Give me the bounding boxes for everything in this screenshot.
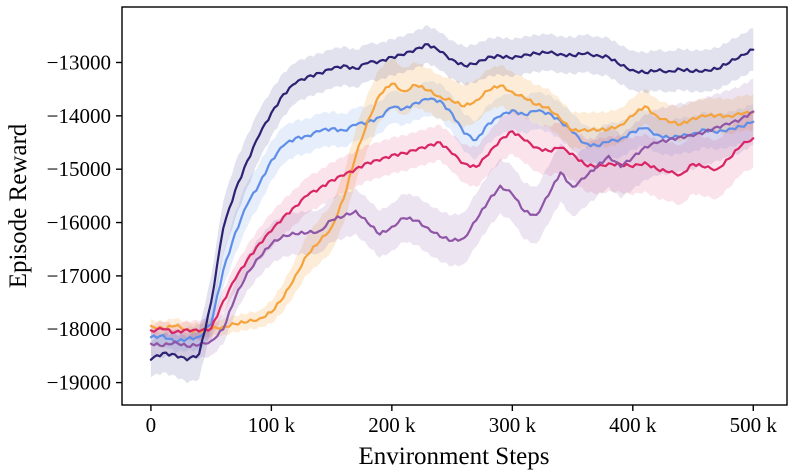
x-tick-label: 300 k: [489, 413, 537, 437]
confidence-band-purple: [150, 78, 754, 361]
y-tick-label: −13000: [47, 50, 111, 74]
y-axis-label: Episode Reward: [5, 123, 32, 288]
confidence-band-crimson: [150, 108, 754, 342]
y-tick-label: −14000: [47, 104, 111, 128]
confidence-bands-layer: [150, 25, 754, 384]
y-tick-label: −19000: [47, 371, 111, 395]
series-lines-layer: [149, 43, 755, 362]
x-tick-label: 400 k: [609, 413, 657, 437]
plot-border: [121, 6, 788, 406]
series-line-blue: [149, 97, 755, 344]
y-tick-label: −18000: [47, 317, 111, 341]
x-tick-label: 200 k: [368, 413, 416, 437]
y-tick-label: −17000: [47, 264, 111, 288]
confidence-band-indigo: [150, 25, 754, 384]
series-line-crimson: [149, 130, 755, 335]
x-tick-label: 500 k: [730, 413, 778, 437]
x-tick-label: 0: [146, 413, 157, 437]
confidence-band-blue: [150, 81, 754, 353]
y-tick-label: −16000: [47, 211, 111, 235]
x-axis-label: Environment Steps: [359, 443, 550, 470]
series-line-purple: [149, 110, 755, 349]
axes-layer: 0 100 k 200 k 300 k 400 k 500 k −13000 −14000 −1…: [47, 6, 788, 437]
series-line-indigo: [149, 43, 755, 362]
x-tick-label: 100 k: [248, 413, 296, 437]
series-line-orange: [149, 82, 755, 334]
y-tick-label: −15000: [47, 157, 111, 181]
